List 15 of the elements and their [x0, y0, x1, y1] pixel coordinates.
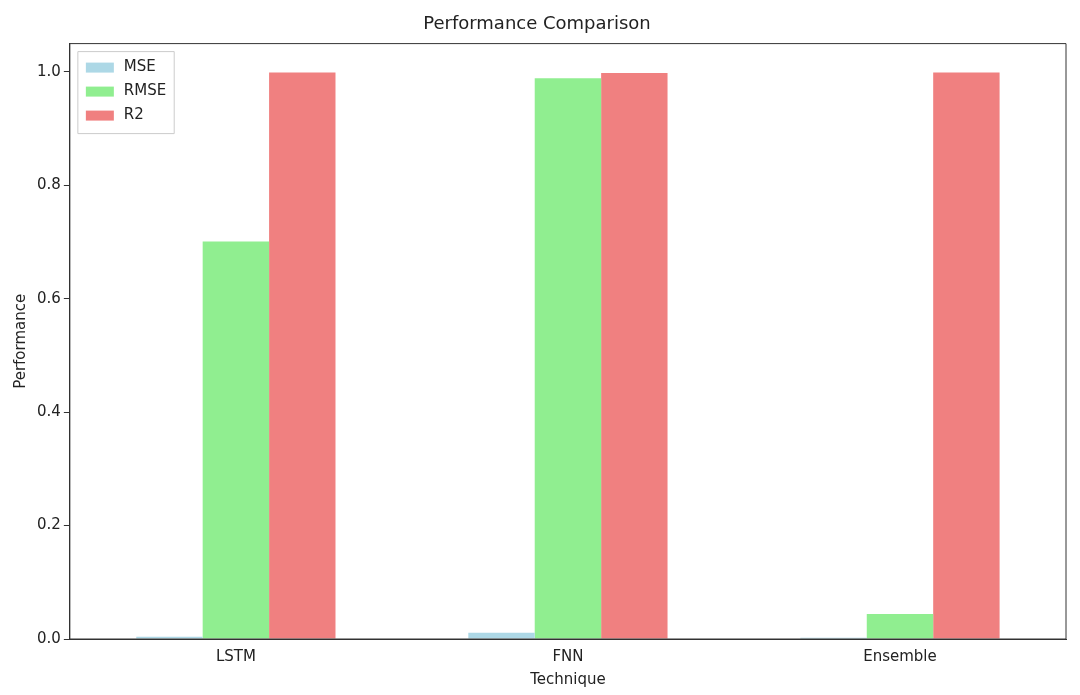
x-axis-title: Technique: [529, 669, 606, 688]
y-tick-label: 0.6: [37, 288, 61, 307]
y-tick-label: 0.4: [37, 402, 61, 421]
x-tick-label: LSTM: [215, 646, 256, 665]
y-tick-label: 1.0: [37, 61, 61, 80]
legend-label: R2: [123, 105, 144, 124]
chart-title: Performance Comparison: [423, 12, 651, 34]
legend-label: RMSE: [123, 81, 167, 100]
legend-label: MSE: [123, 57, 156, 76]
y-tick-label: 0.0: [37, 628, 61, 647]
y-tick-label: 0.2: [37, 515, 61, 534]
x-tick-label: FNN: [552, 646, 584, 665]
x-tick-label: Ensemble: [863, 646, 937, 665]
y-tick-label: 0.8: [37, 175, 61, 194]
y-axis-title: Performance: [10, 293, 29, 389]
